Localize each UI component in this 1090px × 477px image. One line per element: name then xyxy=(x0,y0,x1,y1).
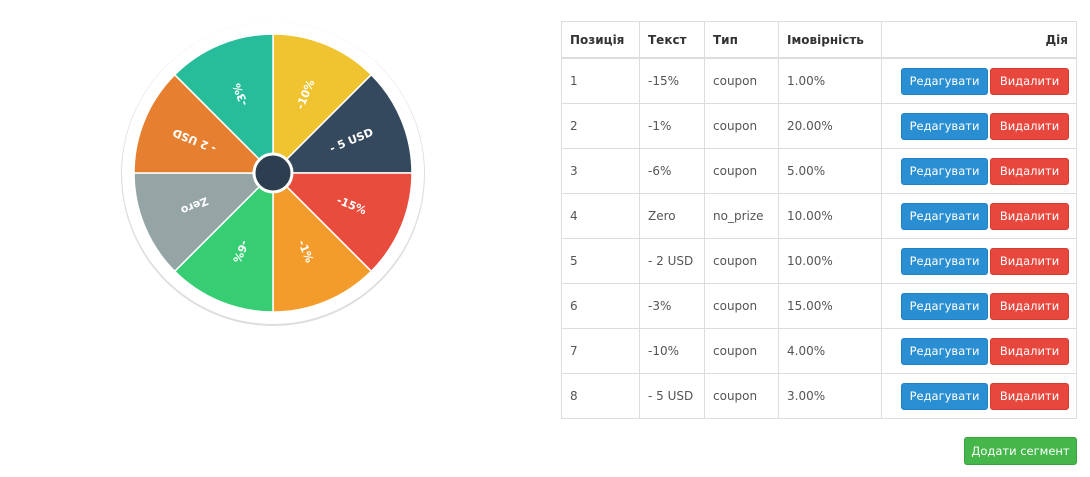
header-probability: Імовірність xyxy=(778,21,882,59)
delete-button[interactable]: Видалити xyxy=(990,292,1069,320)
cell-text: -1% xyxy=(639,103,705,149)
cell-probability: 10.00% xyxy=(778,238,882,284)
wheel-segment xyxy=(133,172,275,273)
cell-action: Редагувати Видалити xyxy=(881,57,1077,104)
cell-text: - 5 USD xyxy=(639,373,705,419)
table-row: 1 -15% coupon 1.00% Редагувати Видалити xyxy=(561,57,1077,104)
table-row: 6 -3% coupon 15.00% Редагувати Видалити xyxy=(561,283,1077,329)
wheel-segment xyxy=(133,73,275,174)
table-row: 4 Zero no_prize 10.00% Редагувати Видалити xyxy=(561,193,1077,239)
header-position: Позиція xyxy=(561,21,640,59)
delete-button[interactable]: Видалити xyxy=(990,382,1069,410)
cell-type: coupon xyxy=(704,57,779,104)
add-segment-button[interactable]: Додати сегмент xyxy=(964,437,1077,465)
cell-position: 3 xyxy=(561,148,640,194)
segments-table: Позиція Текст Тип Імовірність Дія 1 -15% c… xyxy=(561,21,1077,419)
delete-button[interactable]: Видалити xyxy=(990,112,1069,140)
cell-type: coupon xyxy=(704,103,779,149)
edit-button[interactable]: Редагувати xyxy=(901,157,988,185)
header-text: Текст xyxy=(639,21,705,59)
cell-action: Редагувати Видалити xyxy=(881,103,1077,149)
table-row: 8- 5 USD coupon 3.00% Редагувати Видалити xyxy=(561,373,1077,419)
cell-action: Редагувати Видалити xyxy=(881,373,1077,419)
cell-type: coupon xyxy=(704,373,779,419)
table-row: 3 -6% coupon 5.00% Редагувати Видалити xyxy=(561,148,1077,194)
wheel-segment xyxy=(272,171,373,313)
cell-type: coupon xyxy=(704,283,779,329)
cell-probability: 20.00% xyxy=(778,103,882,149)
delete-button[interactable]: Видалити xyxy=(990,157,1069,185)
cell-type: coupon xyxy=(704,238,779,284)
table-row: 7 -10% coupon 4.00% Редагувати Видалити xyxy=(561,328,1077,374)
delete-button[interactable]: Видалити xyxy=(990,337,1069,365)
table-row: 2 -1% coupon 20.00% Редагувати Видалити xyxy=(561,103,1077,149)
cell-probability: 5.00% xyxy=(778,148,882,194)
cell-position: 1 xyxy=(561,57,640,104)
edit-button[interactable]: Редагувати xyxy=(901,247,988,275)
table-row: 5- 2 USD coupon 10.00% Редагувати Видалити xyxy=(561,238,1077,284)
edit-button[interactable]: Редагувати xyxy=(901,292,988,320)
header-type: Тип xyxy=(704,21,779,59)
cell-action: Редагувати Видалити xyxy=(881,238,1077,284)
cell-probability: 1.00% xyxy=(778,57,882,104)
cell-text: -15% xyxy=(639,57,705,104)
cell-position: 7 xyxy=(561,328,640,374)
delete-button[interactable]: Видалити xyxy=(990,202,1069,230)
cell-type: no_prize xyxy=(704,193,779,239)
cell-position: 2 xyxy=(561,103,640,149)
wheel-segment xyxy=(271,172,413,273)
cell-probability: 15.00% xyxy=(778,283,882,329)
prize-wheel-graphic: -10%- 5 USD-15%-1%-6%Zero- 2 USD-3% xyxy=(121,22,425,326)
table-header-row: Позиція Текст Тип Імовірність Дія xyxy=(561,21,1077,59)
edit-button[interactable]: Редагувати xyxy=(901,382,988,410)
edit-button[interactable]: Редагувати xyxy=(901,337,988,365)
cell-action: Редагувати Видалити xyxy=(881,193,1077,239)
cell-probability: 3.00% xyxy=(778,373,882,419)
wheel-segment xyxy=(173,33,274,175)
table-body: 1 -15% coupon 1.00% Редагувати Видалити 2 -1% co… xyxy=(561,57,1077,419)
cell-type: coupon xyxy=(704,328,779,374)
cell-position: 8 xyxy=(561,373,640,419)
wheel-segment xyxy=(173,171,274,313)
cell-text: -3% xyxy=(639,283,705,329)
prize-wheel: -10% - 5 USD -15% -1% -6% Zero - 2 USD -3% xyxy=(119,19,427,327)
header-action: Дія xyxy=(881,21,1077,59)
cell-position: 6 xyxy=(561,283,640,329)
cell-text: - 2 USD xyxy=(639,238,705,284)
wheel-hub xyxy=(252,152,294,194)
cell-type: coupon xyxy=(704,148,779,194)
cell-position: 5 xyxy=(561,238,640,284)
cell-action: Редагувати Видалити xyxy=(881,148,1077,194)
delete-button[interactable]: Видалити xyxy=(990,67,1069,95)
edit-button[interactable]: Редагувати xyxy=(901,67,988,95)
cell-action: Редагувати Видалити xyxy=(881,283,1077,329)
cell-action: Редагувати Видалити xyxy=(881,328,1077,374)
cell-text: Zero xyxy=(639,193,705,239)
wheel-segment xyxy=(271,73,413,174)
delete-button[interactable]: Видалити xyxy=(990,247,1069,275)
cell-text: -6% xyxy=(639,148,705,194)
edit-button[interactable]: Редагувати xyxy=(901,202,988,230)
cell-position: 4 xyxy=(561,193,640,239)
cell-probability: 10.00% xyxy=(778,193,882,239)
edit-button[interactable]: Редагувати xyxy=(901,112,988,140)
cell-probability: 4.00% xyxy=(778,328,882,374)
wheel-segment xyxy=(272,33,373,175)
cell-text: -10% xyxy=(639,328,705,374)
